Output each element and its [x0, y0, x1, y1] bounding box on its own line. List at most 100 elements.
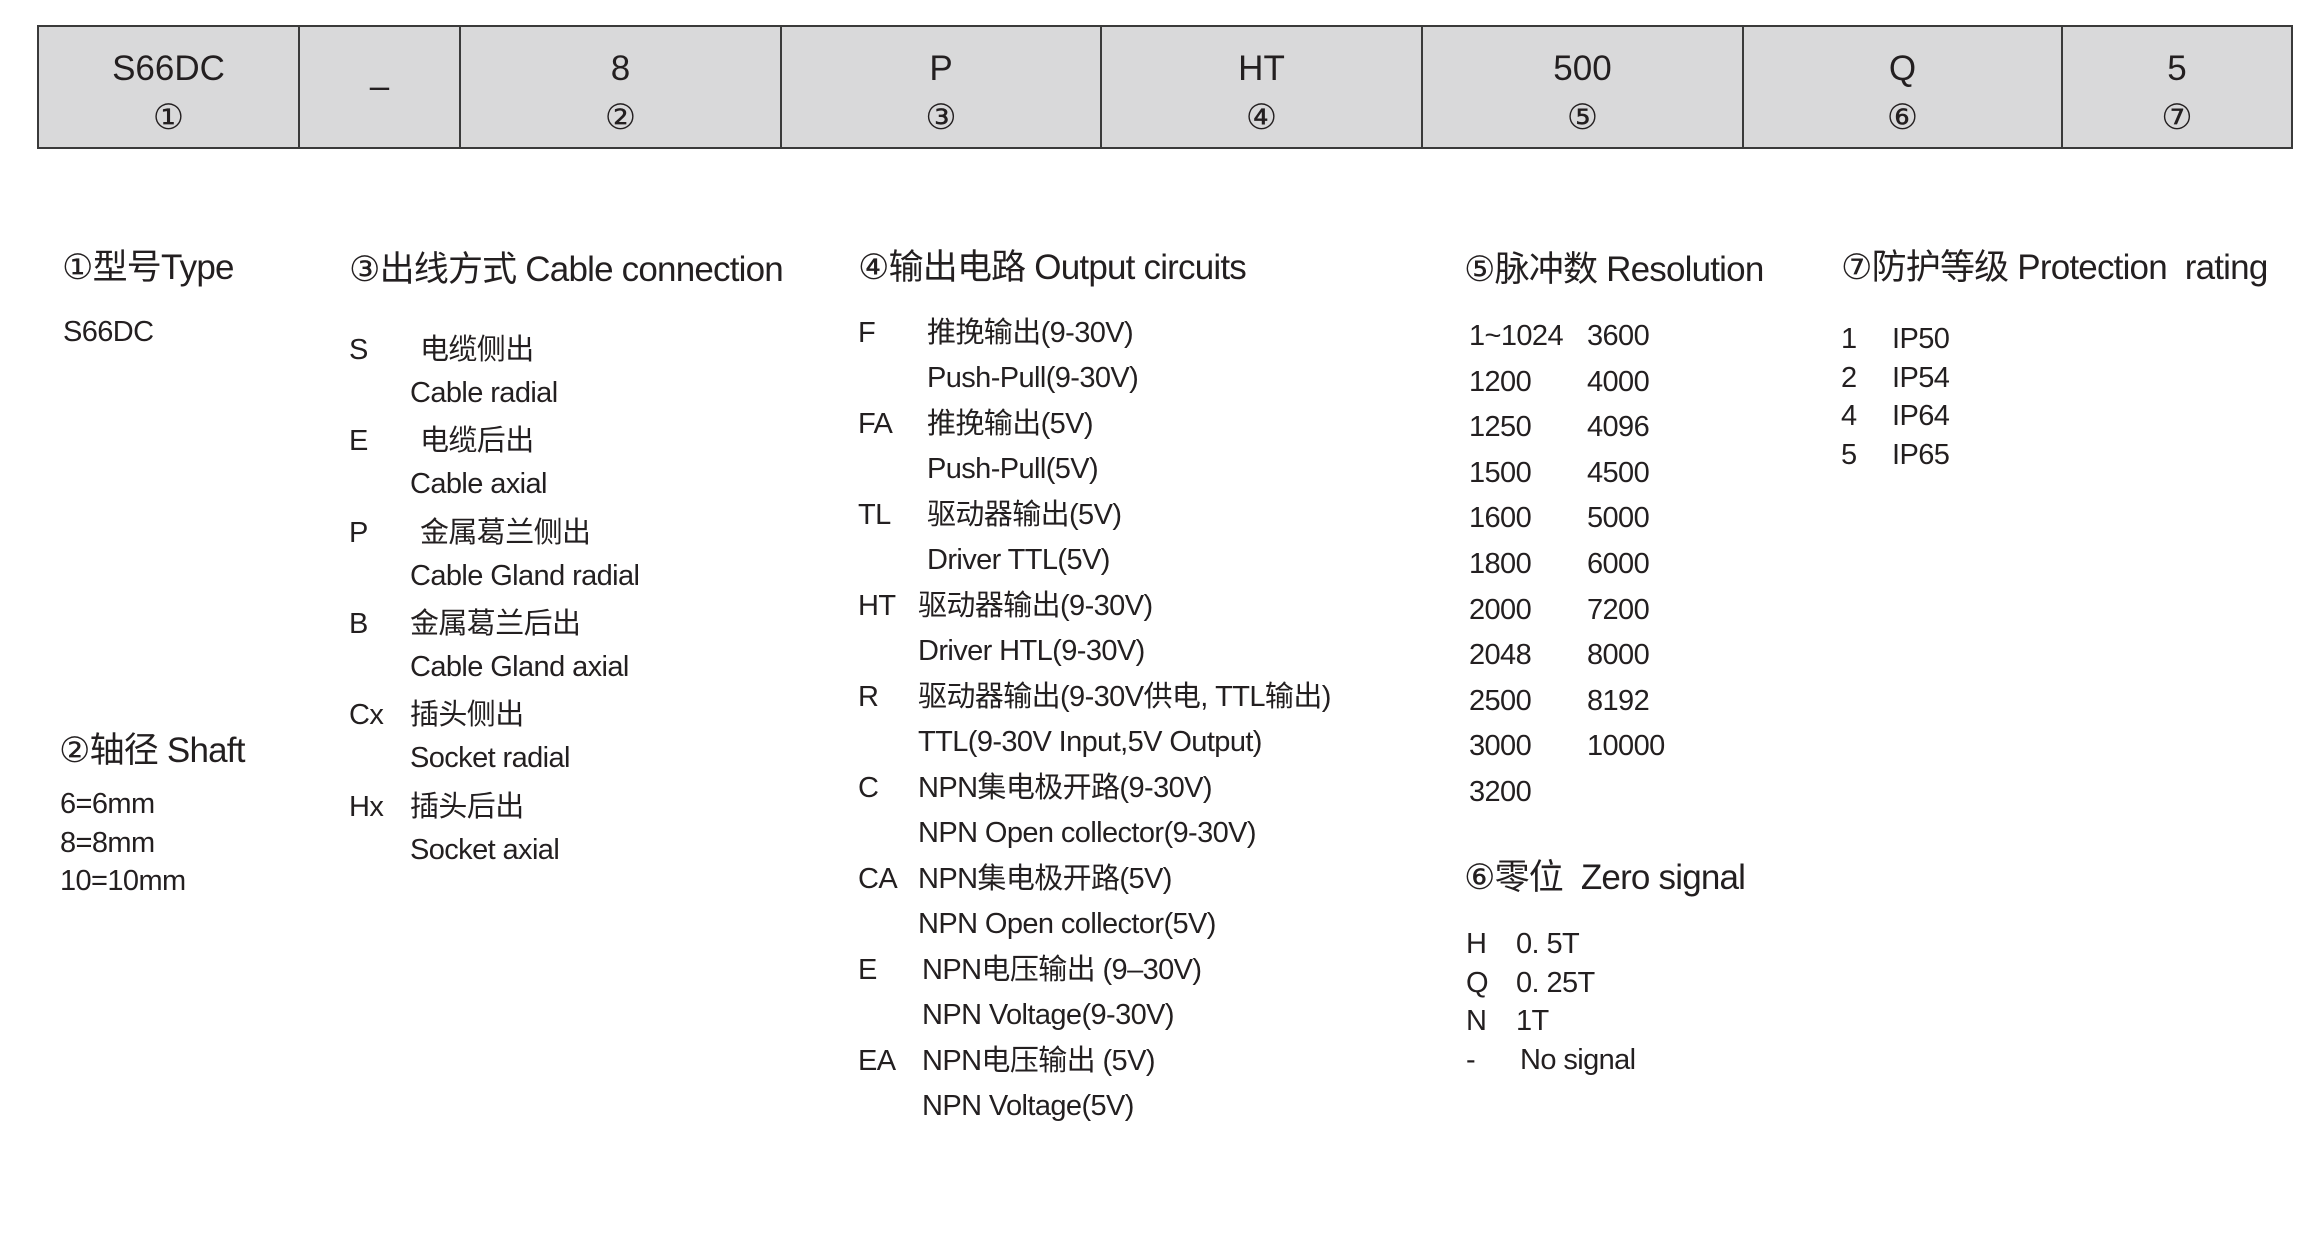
item-en: Cable Gland radial: [410, 559, 640, 592]
item-code: E: [858, 954, 877, 986]
resolution-value: 8192: [1587, 684, 1650, 717]
item-label: 0. 25T: [1516, 966, 1595, 999]
code-index: ⑦: [2161, 98, 2193, 137]
resolution-value: 1~1024: [1469, 320, 1564, 352]
item-code: 5: [1841, 438, 1857, 471]
item-en: NPN Open collector(9-30V): [918, 817, 1257, 849]
section-title: ⑤脉冲数 Resolution: [1464, 250, 1764, 289]
item-cn: 插头后出: [410, 790, 524, 823]
item-en: Driver HTL(9-30V): [918, 635, 1145, 667]
resolution-value: 6000: [1587, 548, 1650, 580]
code-index: ④: [1245, 98, 1278, 137]
item-en: NPN Open collector(5V): [918, 908, 1216, 940]
item-en: NPN Voltage(5V): [922, 1090, 1134, 1122]
code-index: ⑤: [1566, 98, 1599, 137]
item-label: No signal: [1520, 1043, 1636, 1076]
code-text: 500: [1553, 49, 1612, 88]
item-code: N: [1466, 1005, 1487, 1038]
item-label: IP50: [1892, 323, 1950, 355]
item-cn: 电缆侧出: [420, 334, 534, 366]
item-en: Push-Pull(9-30V): [927, 362, 1139, 394]
resolution-value: 4096: [1587, 411, 1650, 444]
section-title: ②轴径 Shaft: [59, 731, 245, 770]
item-label: 1T: [1516, 1005, 1549, 1038]
code-text: Q: [1888, 49, 1917, 88]
code-index: ①: [152, 98, 185, 137]
resolution-value: 4000: [1587, 365, 1650, 398]
item-code: TL: [858, 499, 891, 531]
section-title: ⑦防护等级 Protection rating: [1841, 248, 2268, 287]
code-index: ③: [925, 98, 957, 137]
item-code: EA: [858, 1045, 896, 1077]
item-cn: 金属葛兰后出: [410, 607, 581, 640]
item-code: E: [349, 425, 368, 458]
resolution-value: 3200: [1469, 776, 1532, 808]
resolution-value: 1800: [1469, 548, 1532, 580]
section-title: ⑥零位 Zero signal: [1464, 858, 1746, 897]
section-title: ③出线方式 Cable connection: [349, 250, 784, 289]
item: 6=6mm: [60, 788, 155, 820]
item-code: F: [858, 317, 876, 349]
resolution-value: 2500: [1469, 684, 1532, 717]
code-text: 8: [610, 49, 631, 88]
code-index: ②: [604, 98, 637, 137]
item-en: Cable Gland axial: [410, 650, 629, 683]
resolution-value: 4500: [1587, 456, 1650, 489]
section-title: ④输出电路 Output circuits: [858, 248, 1247, 287]
item-cn: 推挽输出(9-30V): [927, 317, 1134, 349]
item-cn: 驱动器输出(9-30V供电, TTL输出): [918, 681, 1331, 713]
code-text: HT: [1238, 49, 1285, 88]
item-en: Push-Pull(5V): [927, 453, 1099, 485]
code-text: P: [929, 49, 953, 88]
item-label: IP54: [1892, 361, 1950, 394]
item-code: B: [349, 607, 368, 640]
resolution-value: 5000: [1587, 502, 1650, 535]
item-en: Driver TTL(5V): [927, 544, 1110, 576]
item-code: -: [1466, 1043, 1476, 1076]
resolution-value: 2000: [1469, 593, 1532, 626]
item-code: 2: [1841, 361, 1857, 394]
item-cn: NPN电压输出 (5V): [922, 1045, 1155, 1077]
item-en: Socket axial: [410, 833, 560, 866]
item-code: R: [858, 681, 879, 713]
item-en: Socket radial: [410, 742, 570, 775]
code-cell: 500 ⑤: [1421, 25, 1744, 149]
item-code: H: [1466, 928, 1487, 960]
item-code: HT: [858, 590, 896, 622]
item-code: 4: [1841, 400, 1857, 433]
item-cn: NPN电压输出 (9–30V): [922, 954, 1202, 986]
item-en: Cable radial: [410, 377, 558, 409]
resolution-value: 10000: [1587, 730, 1665, 763]
item-en: Cable axial: [410, 468, 547, 501]
code-cell: HT ④: [1100, 25, 1423, 149]
item-cn: 插头侧出: [410, 699, 524, 732]
code-cell: –: [298, 25, 461, 149]
item-code: C: [858, 772, 879, 804]
item-cn: 推挽输出(5V): [927, 408, 1094, 440]
item-en: NPN Voltage(9-30V): [922, 999, 1175, 1031]
code-cell: S66DC ①: [37, 25, 300, 149]
item-code: CA: [858, 863, 898, 895]
item-code: Hx: [349, 790, 384, 823]
item: 10=10mm: [60, 865, 186, 898]
item-cn: 电缆后出: [420, 425, 534, 458]
item-cn: NPN集电极开路(5V): [918, 863, 1172, 895]
item-cn: 金属葛兰侧出: [420, 516, 591, 549]
code-text: –: [369, 67, 390, 106]
resolution-value: 3000: [1469, 730, 1532, 763]
section-title: ①型号Type: [62, 248, 234, 287]
item-cn: 驱动器输出(5V): [927, 499, 1122, 531]
item: S66DC: [63, 316, 154, 348]
resolution-value: 7200: [1587, 593, 1650, 626]
code-text: 5: [2167, 49, 2187, 88]
item-code: Q: [1466, 966, 1489, 999]
resolution-value: 1200: [1469, 365, 1532, 398]
item-cn: NPN集电极开路(9-30V): [918, 772, 1213, 804]
item-label: IP65: [1892, 438, 1950, 471]
